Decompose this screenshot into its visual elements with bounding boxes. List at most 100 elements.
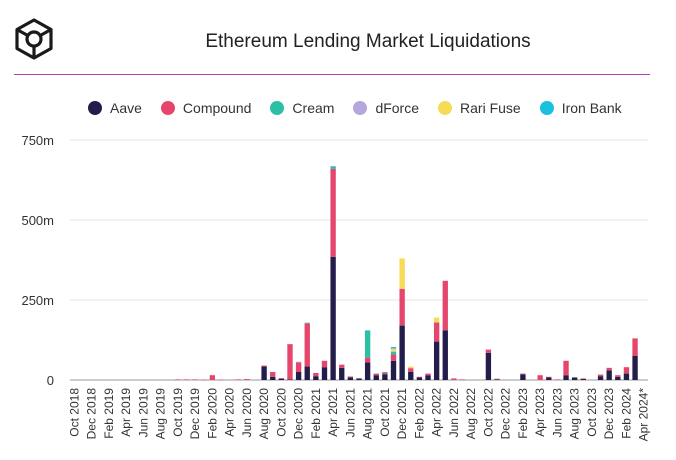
bar-aave[interactable] (632, 356, 638, 380)
bar-cream[interactable] (364, 330, 371, 358)
bar-compound[interactable] (295, 362, 302, 372)
bar-compound[interactable] (287, 344, 293, 380)
bar-compound[interactable] (183, 379, 190, 380)
bar-aave[interactable] (261, 366, 267, 380)
bar-compound[interactable] (373, 373, 379, 376)
bar-aave[interactable] (399, 325, 405, 380)
bar-aave[interactable] (520, 374, 526, 380)
bar-compound[interactable] (382, 372, 388, 375)
bar-compound[interactable] (632, 338, 638, 356)
bar-aave[interactable] (408, 372, 414, 380)
bar-aave[interactable] (416, 377, 423, 380)
bar-aave[interactable] (304, 366, 310, 380)
legend-item-dforce[interactable]: dForce (353, 100, 419, 116)
legend-item-aave[interactable]: Aave (88, 100, 142, 116)
bar-compound[interactable] (390, 354, 397, 361)
bar-compound[interactable] (485, 349, 492, 353)
bar-compound[interactable] (261, 365, 267, 367)
bar-compound[interactable] (416, 376, 423, 378)
legend-item-rari-fuse[interactable]: Rari Fuse (438, 100, 521, 116)
bar-aave[interactable] (330, 256, 336, 380)
bar-aave[interactable] (563, 375, 569, 380)
legend-item-cream[interactable]: Cream (270, 100, 334, 116)
bar-aave[interactable] (339, 367, 345, 380)
bar-aave[interactable] (373, 375, 379, 380)
bar-dforce[interactable] (390, 351, 397, 352)
bar-compound[interactable] (494, 378, 500, 380)
bar-rari-fuse[interactable] (390, 348, 397, 352)
bar-compound[interactable] (459, 379, 466, 380)
legend-item-iron-bank[interactable]: Iron Bank (539, 100, 622, 116)
bar-aave[interactable] (295, 372, 302, 380)
legend-item-compound[interactable]: Compound (160, 100, 251, 116)
bar-compound[interactable] (580, 378, 586, 380)
bar-compound[interactable] (433, 322, 440, 342)
bar-cream[interactable] (390, 351, 397, 355)
bar-compound[interactable] (442, 280, 448, 331)
bar-rari-fuse[interactable] (399, 258, 405, 289)
bar-compound[interactable] (408, 368, 414, 372)
bar-compound[interactable] (304, 323, 310, 367)
bar-compound[interactable] (606, 367, 612, 371)
bar-aave[interactable] (546, 377, 552, 380)
bar-compound[interactable] (597, 374, 604, 377)
bar-aave[interactable] (606, 370, 612, 380)
x-tick-label: Dec 2022 (499, 388, 513, 440)
bar-aave[interactable] (623, 373, 630, 380)
bar-compound[interactable] (313, 372, 319, 377)
bar-compound[interactable] (623, 367, 630, 374)
bar-aave[interactable] (321, 367, 328, 380)
bar-compound[interactable] (563, 360, 569, 376)
bar-aave[interactable] (615, 376, 621, 380)
bar-aave[interactable] (313, 376, 319, 380)
bar-aave[interactable] (597, 376, 604, 380)
bar-aave[interactable] (485, 352, 492, 380)
bar-aave[interactable] (571, 377, 578, 380)
bar-aave[interactable] (270, 376, 276, 380)
bar-compound[interactable] (537, 375, 543, 380)
bar-aave[interactable] (356, 378, 362, 380)
bar-aave[interactable] (494, 379, 500, 380)
bar-rari-fuse[interactable] (433, 317, 440, 323)
bar-aave[interactable] (433, 341, 440, 380)
bar-compound[interactable] (218, 379, 224, 381)
bar-aave[interactable] (442, 330, 448, 380)
bar-compound[interactable] (347, 376, 354, 378)
bar-compound[interactable] (175, 379, 181, 380)
bar-aave[interactable] (347, 377, 354, 380)
bar-cream[interactable] (304, 322, 310, 324)
bar-iron-bank[interactable] (390, 347, 397, 349)
bar-compound[interactable] (339, 364, 345, 368)
bar-aave[interactable] (364, 362, 371, 380)
bar-compound[interactable] (330, 168, 336, 257)
x-tick-label: Feb 2022 (412, 388, 426, 439)
bar-aave[interactable] (425, 375, 431, 380)
bar-aave[interactable] (390, 360, 397, 380)
bar-compound[interactable] (399, 288, 405, 326)
bar-aave[interactable] (278, 378, 285, 380)
bar-compound[interactable] (546, 376, 552, 378)
bar-compound[interactable] (209, 375, 216, 380)
bar-cream[interactable] (330, 166, 336, 169)
x-tick-label: Dec 2018 (85, 388, 99, 440)
bar-compound[interactable] (270, 372, 276, 377)
bar-compound[interactable] (425, 373, 431, 376)
bar-compound[interactable] (520, 373, 526, 375)
bar-compound[interactable] (235, 379, 241, 380)
bar-aave[interactable] (287, 379, 293, 380)
bar-dforce[interactable] (295, 361, 302, 363)
x-tick-label: Apr 2020 (223, 388, 237, 437)
bar-cream[interactable] (382, 372, 388, 373)
bar-compound[interactable] (615, 375, 621, 377)
bar-compound[interactable] (364, 357, 371, 363)
bar-compound[interactable] (192, 379, 198, 380)
bar-compound[interactable] (451, 378, 457, 380)
bar-aave[interactable] (382, 374, 388, 380)
bar-compound[interactable] (278, 378, 285, 379)
bar-compound[interactable] (554, 379, 561, 380)
bar-rari-fuse[interactable] (408, 366, 414, 369)
bar-aave[interactable] (580, 379, 586, 380)
bar-compound[interactable] (244, 379, 250, 380)
bar-compound[interactable] (201, 379, 207, 381)
bar-compound[interactable] (321, 360, 328, 368)
